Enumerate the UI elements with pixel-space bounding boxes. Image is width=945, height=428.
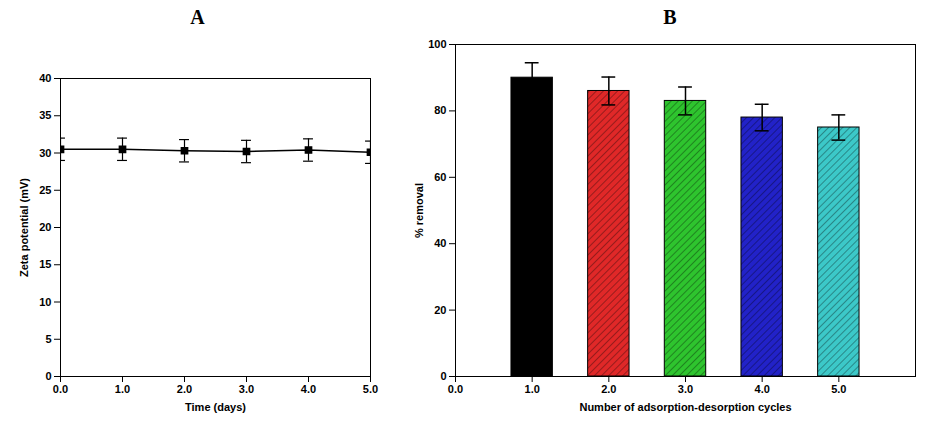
- svg-text:35: 35: [39, 109, 51, 121]
- svg-text:0: 0: [440, 370, 446, 382]
- svg-text:1.0: 1.0: [525, 383, 540, 395]
- svg-text:80: 80: [434, 104, 446, 116]
- svg-text:5.0: 5.0: [363, 383, 378, 395]
- svg-text:20: 20: [434, 304, 446, 316]
- svg-text:% removal: % removal: [413, 183, 425, 238]
- svg-text:30: 30: [39, 147, 51, 159]
- svg-text:10: 10: [39, 296, 51, 308]
- svg-text:Time (days): Time (days): [185, 401, 246, 413]
- svg-text:40: 40: [39, 72, 51, 84]
- svg-text:4.0: 4.0: [301, 383, 316, 395]
- svg-text:2.0: 2.0: [601, 383, 616, 395]
- svg-text:0: 0: [45, 370, 51, 382]
- svg-text:0.0: 0.0: [53, 383, 68, 395]
- svg-text:25: 25: [39, 184, 51, 196]
- svg-text:2.0: 2.0: [177, 383, 192, 395]
- svg-text:100: 100: [428, 38, 446, 50]
- svg-text:1.0: 1.0: [115, 383, 130, 395]
- svg-text:5: 5: [45, 333, 51, 345]
- html-text:A: A: [190, 6, 205, 28]
- svg-text:60: 60: [434, 171, 446, 183]
- svg-text:0.0: 0.0: [448, 383, 463, 395]
- svg-text:15: 15: [39, 258, 51, 270]
- svg-text:5.0: 5.0: [831, 383, 846, 395]
- svg-text:3.0: 3.0: [678, 383, 693, 395]
- svg-text:Zeta potential (mV): Zeta potential (mV): [18, 178, 30, 277]
- svg-text:3.0: 3.0: [239, 383, 254, 395]
- svg-text:Number of adsorption-desorptio: Number of adsorption-desorption cycles: [579, 401, 791, 413]
- svg-text:40: 40: [434, 237, 446, 249]
- html-text:B: B: [663, 6, 677, 28]
- svg-text:4.0: 4.0: [755, 383, 770, 395]
- svg-text:20: 20: [39, 221, 51, 233]
